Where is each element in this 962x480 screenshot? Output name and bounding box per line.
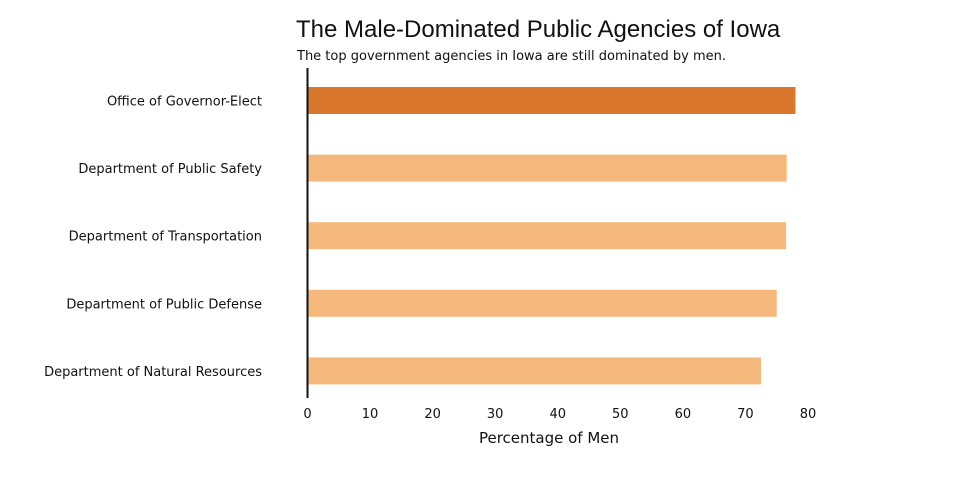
x-tick-label-0: 0 bbox=[303, 407, 311, 422]
bar-3 bbox=[308, 222, 787, 250]
bar-1 bbox=[308, 87, 796, 114]
x-tick-label-40: 40 bbox=[549, 407, 566, 422]
category-label-3: Department of Transportation bbox=[69, 230, 262, 245]
x-tick-label-50: 50 bbox=[612, 407, 629, 422]
category-label-1: Office of Governor-Elect bbox=[107, 95, 262, 110]
x-tick-label-60: 60 bbox=[675, 407, 692, 422]
bar-4 bbox=[308, 289, 777, 317]
x-tick-label-80: 80 bbox=[800, 407, 817, 422]
chart-subtitle: The top government agencies in Iowa are … bbox=[297, 49, 727, 64]
bar-2 bbox=[308, 154, 787, 182]
category-label-4: Department of Public Defense bbox=[66, 297, 262, 312]
category-label-5: Department of Natural Resources bbox=[44, 365, 262, 380]
x-tick-label-30: 30 bbox=[487, 407, 504, 422]
x-tick-label-70: 70 bbox=[737, 407, 754, 422]
x-axis-label: Percentage of Men bbox=[479, 429, 619, 447]
x-tick-label-20: 20 bbox=[424, 407, 441, 422]
bar-5 bbox=[308, 357, 762, 385]
chart-title: The Male-Dominated Public Agencies of Io… bbox=[296, 16, 781, 43]
x-tick-label-10: 10 bbox=[362, 407, 379, 422]
category-label-2: Department of Public Safety bbox=[78, 162, 262, 177]
